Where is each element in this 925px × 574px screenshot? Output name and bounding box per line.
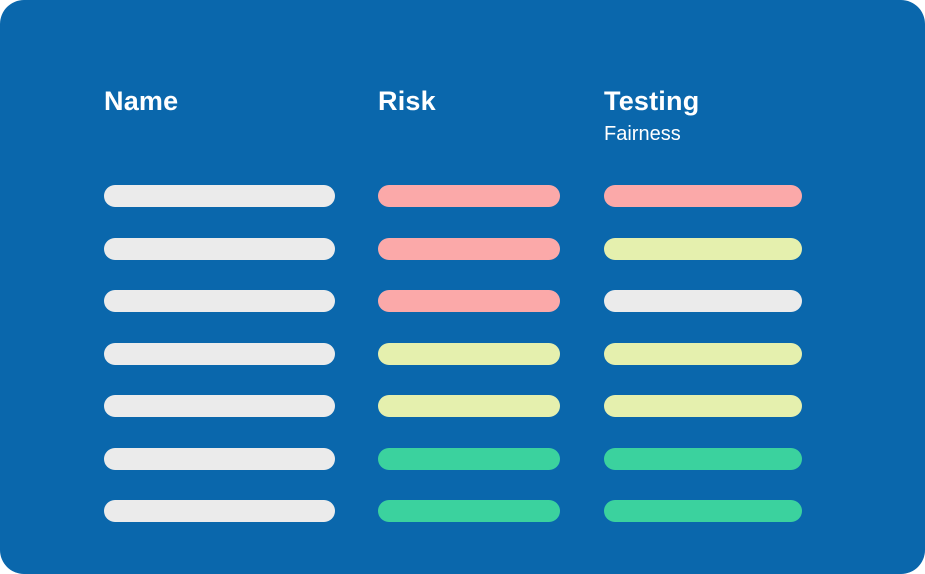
placeholder-pill-name bbox=[104, 395, 335, 417]
placeholder-pill-name bbox=[104, 500, 335, 522]
placeholder-pill-testing bbox=[604, 237, 802, 260]
placeholder-pill-testing bbox=[604, 290, 802, 312]
placeholder-pill-name bbox=[104, 342, 335, 365]
placeholder-pill-risk bbox=[378, 500, 560, 522]
placeholder-pill-risk bbox=[378, 237, 560, 260]
placeholder-pill-testing bbox=[604, 447, 802, 470]
table-row bbox=[104, 447, 824, 470]
placeholder-pill-testing bbox=[604, 185, 802, 207]
column-header-name: Name bbox=[104, 86, 179, 116]
table-row bbox=[104, 395, 824, 417]
placeholder-pill-risk bbox=[378, 395, 560, 417]
placeholder-pill-risk bbox=[378, 185, 560, 207]
placeholder-pill-name bbox=[104, 237, 335, 260]
table-row bbox=[104, 237, 824, 260]
table-row bbox=[104, 500, 824, 522]
column-header-risk: Risk bbox=[378, 86, 436, 116]
placeholder-pill-testing bbox=[604, 500, 802, 522]
placeholder-pill-risk bbox=[378, 290, 560, 312]
table-header-row: Name Risk Testing Fairness bbox=[104, 86, 824, 156]
column-header-testing: Testing bbox=[604, 86, 700, 116]
placeholder-pill-testing bbox=[604, 342, 802, 365]
placeholder-pill-name bbox=[104, 185, 335, 207]
column-subheader-fairness: Fairness bbox=[604, 123, 681, 145]
table-row bbox=[104, 290, 824, 312]
table-row bbox=[104, 185, 824, 207]
placeholder-pill-testing bbox=[604, 395, 802, 417]
placeholder-pill-name bbox=[104, 290, 335, 312]
table-row bbox=[104, 342, 824, 365]
placeholder-pill-risk bbox=[378, 447, 560, 470]
placeholder-pill-name bbox=[104, 447, 335, 470]
placeholder-pill-risk bbox=[378, 342, 560, 365]
table-rows bbox=[104, 185, 824, 553]
